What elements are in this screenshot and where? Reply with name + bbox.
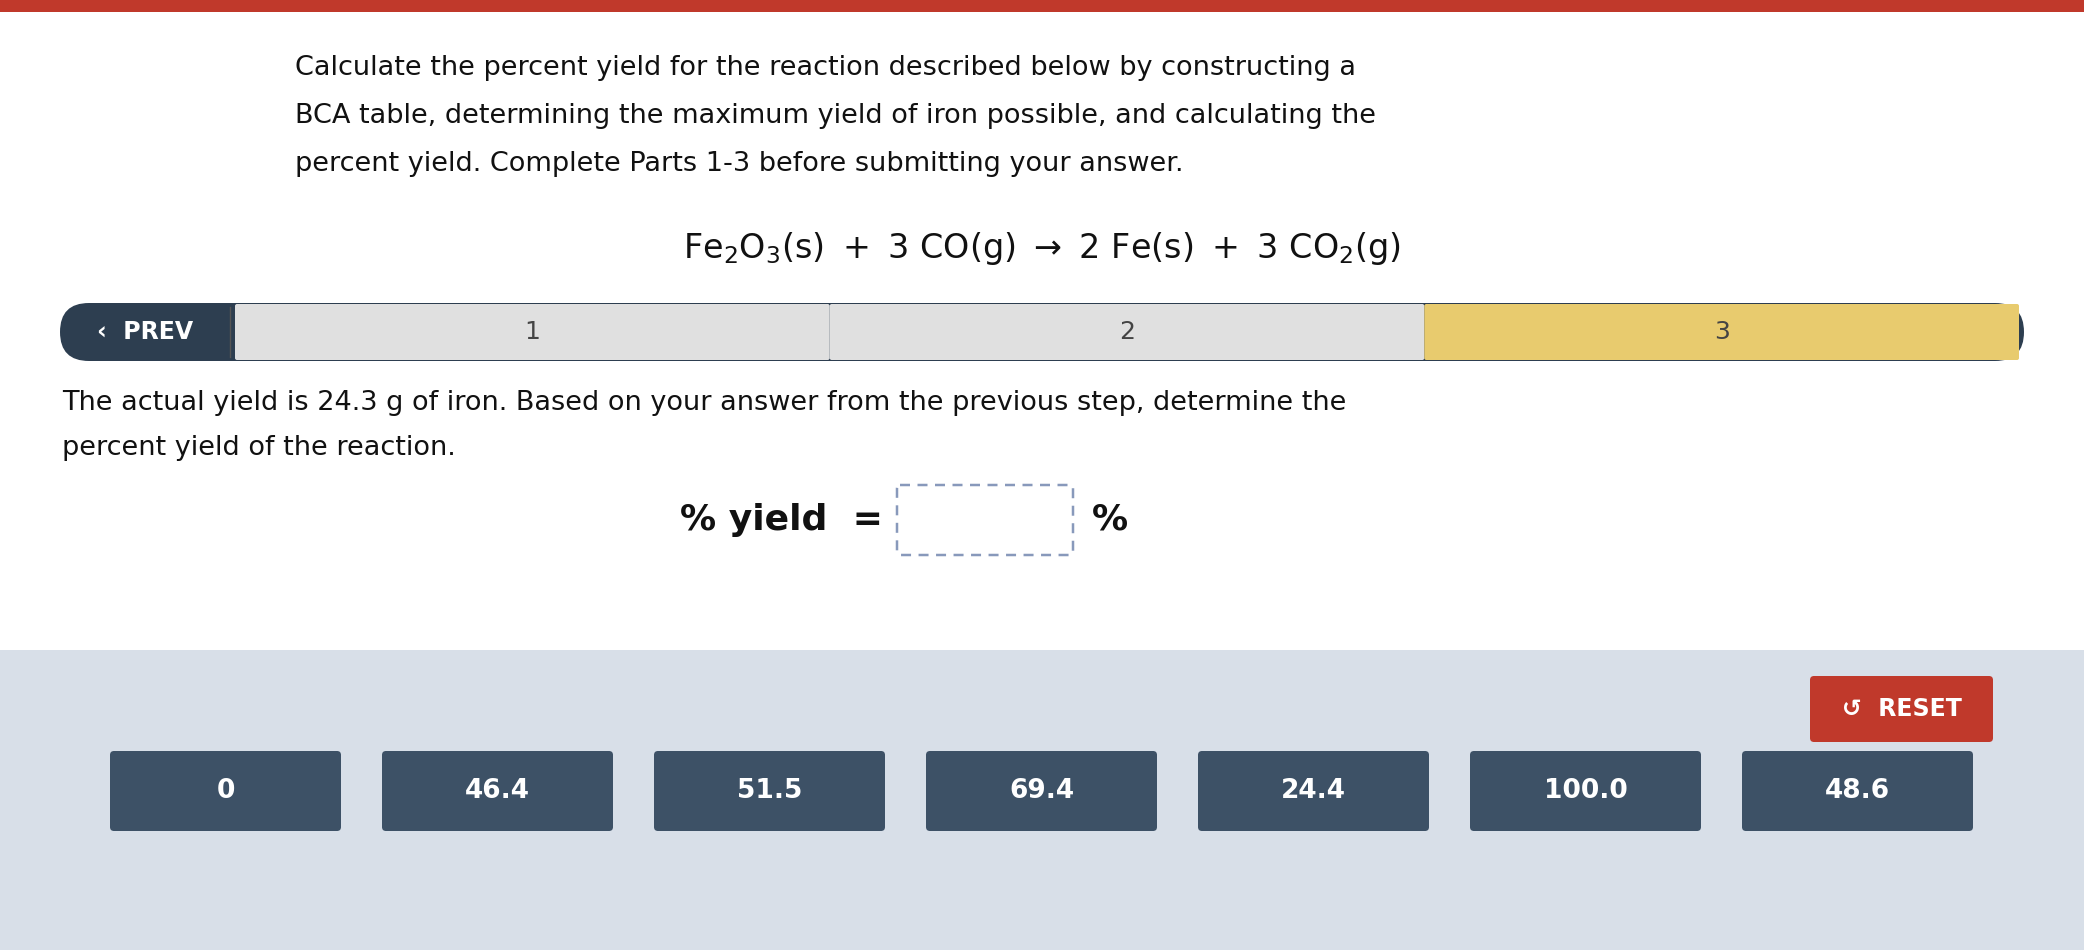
FancyBboxPatch shape xyxy=(381,751,613,831)
FancyBboxPatch shape xyxy=(60,303,2024,361)
Text: BCA table, determining the maximum yield of iron possible, and calculating the: BCA table, determining the maximum yield… xyxy=(296,103,1375,129)
Text: 3: 3 xyxy=(1713,320,1730,344)
Text: Calculate the percent yield for the reaction described below by constructing a: Calculate the percent yield for the reac… xyxy=(296,55,1357,81)
Text: 24.4: 24.4 xyxy=(1282,778,1346,804)
Text: 48.6: 48.6 xyxy=(1826,778,1890,804)
Text: 46.4: 46.4 xyxy=(465,778,529,804)
Text: ↺  RESET: ↺ RESET xyxy=(1842,697,1961,721)
Text: 1: 1 xyxy=(525,320,540,344)
FancyBboxPatch shape xyxy=(235,304,829,360)
FancyBboxPatch shape xyxy=(829,304,1423,360)
Text: 100.0: 100.0 xyxy=(1544,778,1628,804)
FancyBboxPatch shape xyxy=(1811,676,1992,742)
Text: %: % xyxy=(1092,503,1127,537)
FancyBboxPatch shape xyxy=(110,751,342,831)
Text: $\mathregular{Fe_2O_3(s)\ +\ 3\ CO(g)\ \rightarrow\ 2\ Fe(s)\ +\ 3\ CO_2(g)}$: $\mathregular{Fe_2O_3(s)\ +\ 3\ CO(g)\ \… xyxy=(684,230,1400,267)
FancyBboxPatch shape xyxy=(1198,751,1430,831)
FancyBboxPatch shape xyxy=(1742,751,1974,831)
Text: ‹  PREV: ‹ PREV xyxy=(98,320,194,344)
FancyBboxPatch shape xyxy=(896,485,1073,555)
Text: 0: 0 xyxy=(217,778,235,804)
Text: 2: 2 xyxy=(1119,320,1136,344)
Text: percent yield of the reaction.: percent yield of the reaction. xyxy=(63,435,456,461)
Bar xyxy=(0,650,2084,950)
FancyBboxPatch shape xyxy=(1423,304,2019,360)
FancyBboxPatch shape xyxy=(925,751,1157,831)
Text: % yield  =: % yield = xyxy=(679,503,884,537)
Text: percent yield. Complete Parts 1-3 before submitting your answer.: percent yield. Complete Parts 1-3 before… xyxy=(296,151,1184,177)
Text: 69.4: 69.4 xyxy=(1009,778,1073,804)
Text: 51.5: 51.5 xyxy=(738,778,802,804)
FancyBboxPatch shape xyxy=(1469,751,1701,831)
Text: The actual yield is 24.3 g of iron. Based on your answer from the previous step,: The actual yield is 24.3 g of iron. Base… xyxy=(63,390,1346,416)
Bar xyxy=(0,0,2084,12)
FancyBboxPatch shape xyxy=(654,751,886,831)
